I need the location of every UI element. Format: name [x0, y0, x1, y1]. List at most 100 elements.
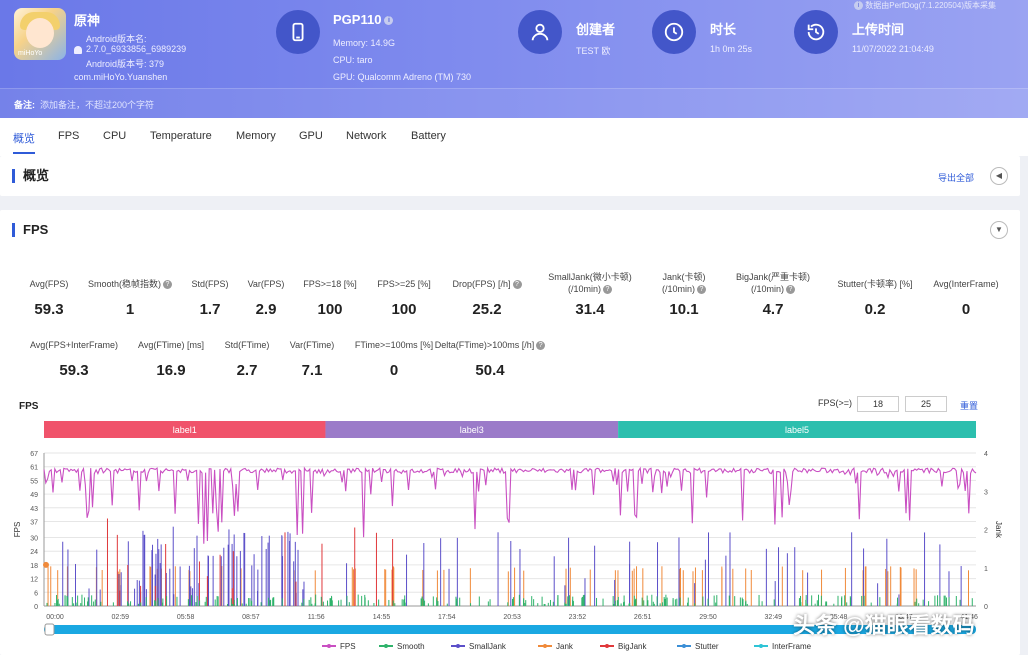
tab-temperature[interactable]: Temperature — [150, 130, 212, 142]
stat2-label-0: Avg(FPS+InterFrame) — [4, 339, 144, 351]
y2-axis-label: Jank — [994, 521, 1003, 539]
x-tick-label-7: 20:53 — [503, 614, 521, 621]
x-tick-label-5: 14:55 — [373, 614, 391, 621]
overview-panel: 概览 导出全部 ◀ — [0, 156, 1020, 196]
y-tick-label-7: 43 — [30, 506, 38, 513]
duration-title: 时长 — [710, 22, 737, 37]
duration-value: 1h 0m 25s — [710, 44, 753, 54]
upload-title: 上传时间 — [852, 22, 905, 37]
label-band-1 — [325, 421, 619, 438]
tab-battery[interactable]: Battery — [411, 130, 446, 142]
note-bar: 备注: 添加备注，不超过200个字符 — [0, 88, 1028, 118]
user-icon — [518, 10, 562, 54]
x-tick-label-14: 41:46 — [960, 614, 978, 621]
device-name-text: PGP110 — [333, 12, 382, 27]
stat2-label-3: Var(FTime) — [242, 339, 382, 351]
version-info-icon: i — [854, 1, 864, 11]
x-tick-label-2: 05:58 — [177, 614, 195, 621]
y-tick-label-10: 61 — [30, 465, 38, 472]
stat-label-0: Avg(FPS) — [0, 278, 119, 290]
fps-filter-label: FPS(>=) — [818, 398, 853, 408]
stat-label-text: Drop(FPS) [/h] — [452, 279, 511, 289]
stat-value-6: 25.2 — [472, 301, 502, 318]
stat2-value-2: 2.7 — [236, 362, 258, 379]
stat-value-5: 100 — [391, 301, 417, 318]
tab-cpu[interactable]: CPU — [103, 130, 127, 142]
stat-label-text: Var(FTime) — [289, 340, 335, 350]
device-name: PGP110 i — [333, 12, 394, 27]
legend-label-0: FPS — [340, 642, 356, 651]
start-point-marker — [43, 561, 49, 568]
stat-value-4: 100 — [317, 301, 343, 318]
help-icon[interactable]: ? — [603, 285, 612, 295]
note-label: 备注: — [14, 100, 35, 110]
x-tick-label-6: 17:54 — [438, 614, 456, 621]
stat-label-text: Smooth(稳帧指数) — [87, 279, 161, 289]
y-tick-label-1: 6 — [34, 590, 38, 597]
note-input[interactable]: 添加备注，不超过200个字符 — [40, 100, 155, 110]
fps-series-line — [43, 466, 977, 544]
stat-label-1: Smooth(稳帧指数)? — [60, 278, 200, 290]
y-axis-label: FPS — [13, 522, 22, 538]
collapse-button[interactable]: ◀ — [990, 167, 1008, 185]
stat-label-5: FPS>=25 [%] — [334, 278, 474, 290]
report-header: miHoYo 原神 Android版本名: 2.7.0_6933856_6989… — [0, 0, 1028, 118]
help-icon[interactable]: ? — [512, 280, 522, 290]
tab-memory[interactable]: Memory — [236, 130, 276, 142]
legend-dot-0 — [327, 644, 331, 648]
y-tick-label-0: 0 — [34, 604, 38, 611]
label-band-text-1: label3 — [460, 425, 484, 435]
label-band-0 — [44, 421, 326, 438]
stat-label-9: BigJank(严重卡顿) (/10min)? — [703, 271, 843, 295]
face-shape — [26, 18, 54, 48]
fps-toggle-button[interactable]: ▼ — [990, 221, 1008, 239]
help-icon[interactable]: ? — [697, 285, 706, 295]
x-tick-label-4: 11:56 — [308, 614, 325, 621]
stat2-label-5: Delta(FTime)>100ms [/h]? — [420, 339, 560, 351]
reset-button[interactable]: 重置 — [960, 401, 979, 411]
chart-title: FPS — [19, 401, 39, 412]
info-icon[interactable]: i — [384, 16, 394, 26]
creator-title: 创建者 — [576, 22, 616, 37]
export-all-link[interactable]: 导出全部 — [937, 173, 974, 183]
y2-tick-label-0: 0 — [984, 604, 988, 611]
stat-label-8: Jank(卡顿) (/10min)? — [614, 271, 754, 295]
y2-tick-label-3: 3 — [984, 489, 988, 496]
stat-label-4: FPS>=18 [%] — [260, 278, 400, 290]
x-tick-label-0: 00:00 — [46, 614, 64, 621]
stat-value-10: 0.2 — [864, 301, 886, 318]
android-icon — [74, 45, 82, 54]
tab-overview[interactable]: 概览 — [13, 130, 35, 154]
x-tick-label-8: 23:52 — [569, 614, 587, 621]
stat-label-7: SmallJank(微小卡顿) (/10min)? — [520, 271, 660, 295]
tab-gpu[interactable]: GPU — [299, 130, 323, 142]
tab-fps[interactable]: FPS — [58, 130, 80, 142]
help-icon[interactable]: ? — [536, 341, 546, 351]
stat2-value-4: 0 — [389, 362, 399, 379]
stat2-label-4: FTime>=100ms [%] — [324, 339, 464, 351]
device-memory: Memory: 14.9G — [333, 38, 396, 48]
tab-bar: 概览 FPS CPU Temperature Memory GPU Networ… — [0, 118, 1028, 156]
fps-threshold-input-1[interactable] — [857, 396, 899, 412]
fps-threshold-input-2[interactable] — [905, 396, 947, 412]
tab-network[interactable]: Network — [346, 130, 387, 142]
stat-label-text: Avg(FPS) — [29, 279, 69, 289]
y-tick-label-11: 67 — [30, 451, 38, 458]
version-note-text: 数据由PerfDog(7.1.220504)版本采集 — [865, 1, 996, 10]
stat2-label-1: Avg(FTime) [ms] — [101, 339, 241, 351]
legend-label-3: Jank — [556, 642, 574, 651]
stat-value-1: 1 — [125, 301, 135, 318]
y-tick-label-3: 18 — [30, 563, 38, 570]
stat2-label-2: Std(FTime) — [177, 339, 317, 351]
x-tick-label-11: 32:49 — [765, 614, 783, 621]
stat-label-3: Var(FPS) — [196, 278, 336, 290]
y-tick-label-8: 49 — [30, 492, 38, 499]
help-icon[interactable]: ? — [163, 280, 172, 290]
legend-dot-3 — [543, 644, 547, 648]
help-icon[interactable]: ? — [786, 285, 795, 295]
stat-label-text: Delta(FTime)>100ms [/h] — [434, 340, 535, 350]
history-icon — [794, 10, 838, 54]
stat-label-2: Std(FPS) — [140, 278, 280, 290]
legend-label-5: Stutter — [695, 642, 719, 651]
y2-tick-label-1: 1 — [984, 566, 988, 573]
